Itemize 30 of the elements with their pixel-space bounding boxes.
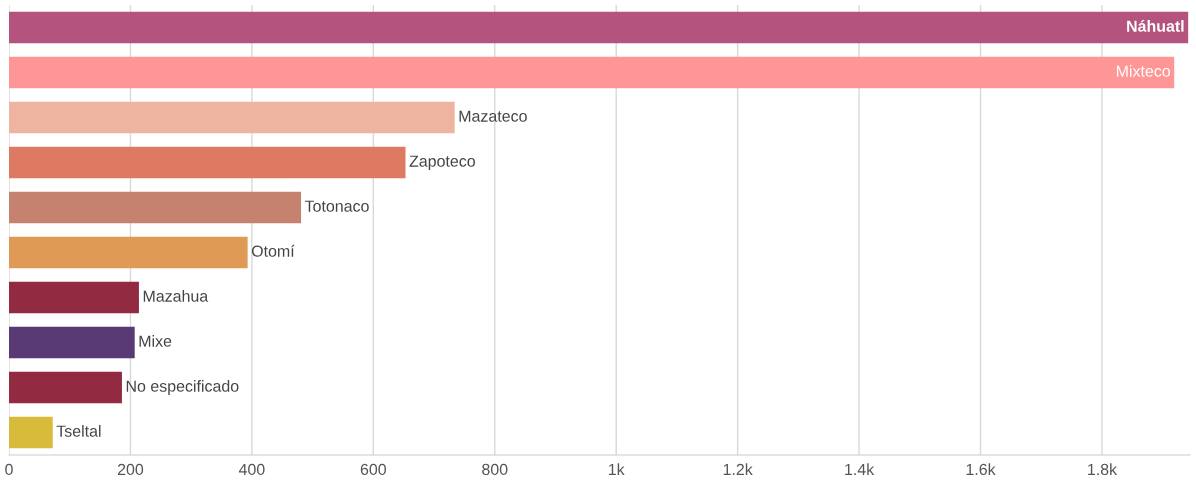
x-tick-label: 1.6k <box>966 463 996 476</box>
y-tick-label: Mixteco <box>1116 65 1170 77</box>
bar <box>9 371 122 404</box>
x-tick-label: 1.8k <box>1088 463 1118 476</box>
bar <box>9 56 1175 89</box>
y-tick-label: Tseltal <box>56 425 101 437</box>
bar <box>9 416 53 449</box>
x-tick-label: 1k <box>608 463 625 475</box>
y-tick-label: Totonaco <box>304 200 369 212</box>
x-tick-label: 1.4k <box>845 463 875 475</box>
bar <box>9 101 455 134</box>
x-tick-label: 400 <box>238 463 265 476</box>
y-tick-label: Mazahua <box>143 290 209 302</box>
x-tick-label: 600 <box>360 463 387 476</box>
bar <box>9 11 1189 44</box>
x-tick-label: 200 <box>117 463 144 476</box>
x-tick-label: 800 <box>482 463 508 476</box>
x-tick-label: 1.2k <box>723 463 753 475</box>
y-tick-label: Mixe <box>139 335 172 347</box>
bar <box>9 191 302 224</box>
bar <box>9 146 406 179</box>
y-tick-label: Otomí <box>251 244 295 257</box>
x-tick-label: 0 <box>5 463 13 476</box>
bar <box>9 281 139 314</box>
y-tick-label: Mazateco <box>459 110 527 122</box>
bar <box>9 326 135 359</box>
y-tick-label: Zapoteco <box>409 155 475 170</box>
y-tick-label: Náhuatl <box>1127 19 1184 32</box>
bar <box>9 236 248 269</box>
y-tick-label: No especificado <box>126 380 239 395</box>
